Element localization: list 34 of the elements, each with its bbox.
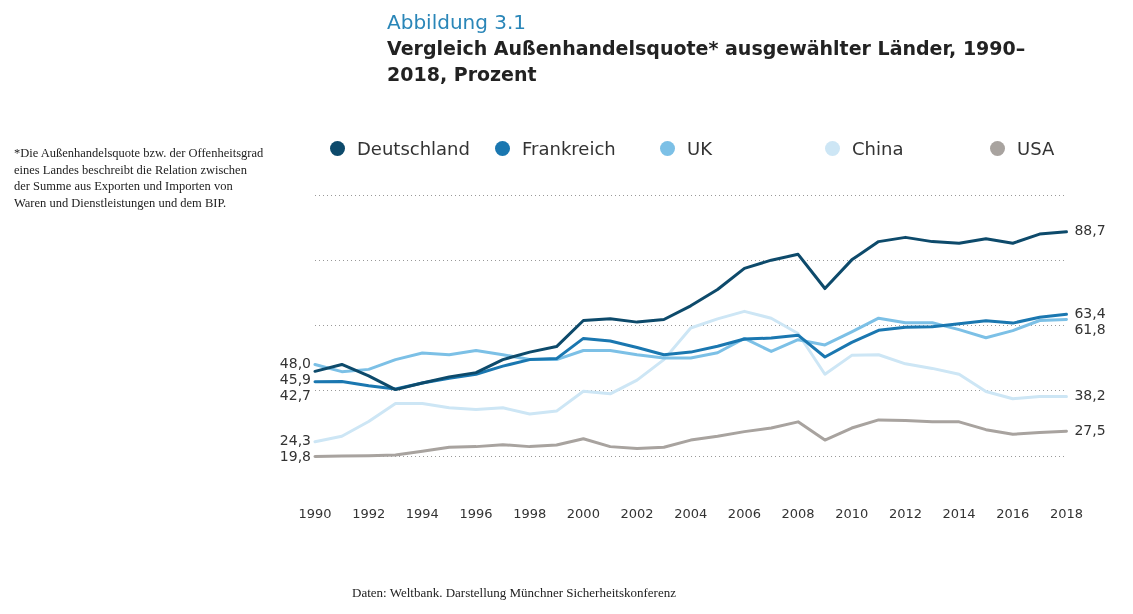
x-tick-label: 2000 (566, 505, 600, 521)
text: *Die Außenhandelsquote bzw. der Offenheitsgrad eines Landes beschreibt die Relation zwischen der Summe aus Exporten und Importen von Waren und Dienstleistungen und dem BIP. (14, 145, 264, 211)
x-tick-label: 2016 (996, 505, 1030, 521)
data-label: 27,5 (1074, 421, 1106, 438)
x-tick-label: 2002 (620, 505, 654, 521)
x-tick-label: 2018 (1049, 505, 1083, 521)
x-tick-label: 1992 (352, 505, 386, 521)
x-tick-label: 2008 (781, 505, 815, 521)
data-label: 48,0 (279, 355, 311, 372)
x-tick-label: 1994 (405, 505, 439, 521)
legend-label: China (852, 138, 904, 159)
legend-label: UK (687, 138, 712, 159)
x-tick-label: 1996 (459, 505, 493, 521)
data-label: 38,2 (1074, 387, 1106, 404)
x-tick-label: 1998 (513, 505, 547, 521)
chart-title: Vergleich Außenhandelsquote* ausgewählter Länder, 1990–2018, Prozent (387, 36, 1027, 87)
legend-label: USA (1017, 138, 1055, 159)
x-tick-label: 2014 (942, 505, 976, 521)
x-tick-label: 2004 (674, 505, 708, 521)
data-label: 88,7 (1074, 222, 1106, 239)
x-tick-label: 1990 (298, 505, 332, 521)
data-label: 63,4 (1074, 304, 1106, 321)
data-label: 19,8 (279, 448, 311, 465)
text: Daten: Weltbank. Darstellung Münchner Sicherheitskonferenz (352, 585, 676, 601)
chart-subtitle: Abbildung 3.1 (387, 10, 527, 34)
legend-label: Deutschland (357, 138, 470, 159)
x-tick-label: 2010 (835, 505, 869, 521)
data-label: 61,8 (1074, 320, 1106, 337)
data-label: 24,3 (279, 432, 311, 449)
data-label: 45,9 (279, 371, 311, 388)
x-tick-label: 2006 (727, 505, 761, 521)
x-tick-label: 2012 (888, 505, 922, 521)
legend-label: Frankreich (522, 138, 616, 159)
data-label: 42,7 (279, 387, 311, 404)
